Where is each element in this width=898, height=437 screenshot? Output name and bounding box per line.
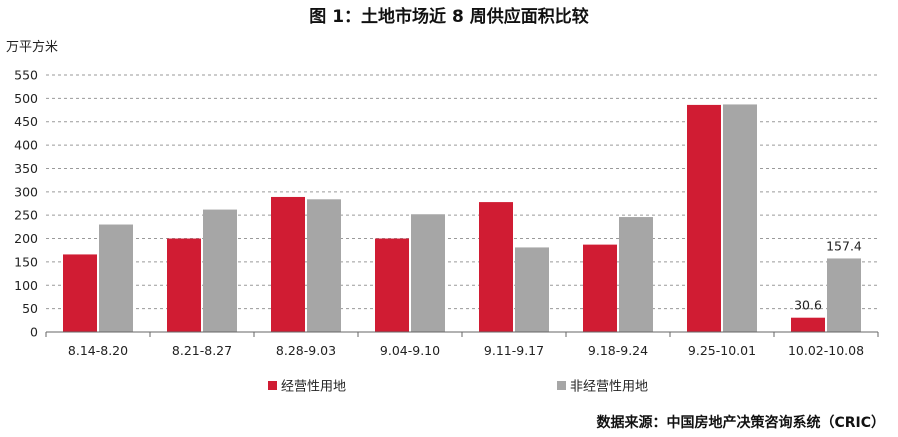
bars xyxy=(63,104,861,333)
y-tick-label: 400 xyxy=(14,138,38,153)
bar-non-operating xyxy=(723,104,757,333)
y-tick-label: 300 xyxy=(14,184,38,199)
x-category-label: 9.18-9.24 xyxy=(588,343,648,358)
x-category-label: 8.21-8.27 xyxy=(172,343,232,358)
y-tick-label: 250 xyxy=(14,208,38,223)
y-tick-label: 500 xyxy=(14,91,38,106)
y-tick-label: 450 xyxy=(14,114,38,129)
bar-operating xyxy=(479,202,513,332)
y-tick-label: 350 xyxy=(14,161,38,176)
bar-non-operating xyxy=(619,217,653,332)
bar-non-operating xyxy=(203,209,237,332)
bar-non-operating xyxy=(307,199,341,332)
x-category-label: 9.04-9.10 xyxy=(380,343,440,358)
y-tick-label: 100 xyxy=(14,278,38,293)
data-label: 157.4 xyxy=(826,238,862,253)
bar-operating xyxy=(583,244,617,332)
bar-operating xyxy=(167,238,201,332)
x-category-label: 10.02-10.08 xyxy=(788,343,864,358)
bar-non-operating xyxy=(515,247,549,332)
legend: 经营性用地 非经营性用地 xyxy=(268,380,648,395)
y-axis-ticks: 0 50 100 150 200 250 300 350 400 450 500 550 xyxy=(14,68,38,340)
bar-operating xyxy=(687,104,721,332)
y-tick-label: 50 xyxy=(22,301,38,316)
data-labels: 30.6 157.4 xyxy=(794,238,862,312)
bar-non-operating xyxy=(99,224,133,332)
legend-swatch xyxy=(268,381,277,390)
bar-non-operating xyxy=(411,214,445,332)
bar-operating xyxy=(271,196,305,332)
x-category-label: 8.28-9.03 xyxy=(276,343,336,358)
bar-operating xyxy=(375,238,409,332)
y-tick-label: 200 xyxy=(14,231,38,246)
legend-swatch xyxy=(557,381,566,390)
x-category-label: 9.25-10.01 xyxy=(688,343,756,358)
y-tick-label: 150 xyxy=(14,254,38,269)
bar-non-operating xyxy=(827,258,861,332)
source-note: 数据来源：中国房地产决策咨询系统（CRIC） xyxy=(596,414,885,431)
legend-label: 非经营性用地 xyxy=(570,380,648,395)
x-category-label: 9.11-9.17 xyxy=(484,343,544,358)
y-tick-label: 0 xyxy=(30,325,38,340)
x-category-label: 8.14-8.20 xyxy=(68,343,128,358)
bar-operating xyxy=(63,254,97,332)
bar-operating xyxy=(791,317,825,332)
legend-label: 经营性用地 xyxy=(281,380,346,395)
data-label: 30.6 xyxy=(794,298,822,313)
x-axis: 8.14-8.20 8.21-8.27 8.28-9.03 9.04-9.10 9.11… xyxy=(45,331,879,358)
y-tick-label: 550 xyxy=(14,68,38,83)
chart-title: 图 1：土地市场近 8 周供应面积比较 xyxy=(309,6,588,27)
y-axis-unit: 万平方米 xyxy=(6,39,58,55)
